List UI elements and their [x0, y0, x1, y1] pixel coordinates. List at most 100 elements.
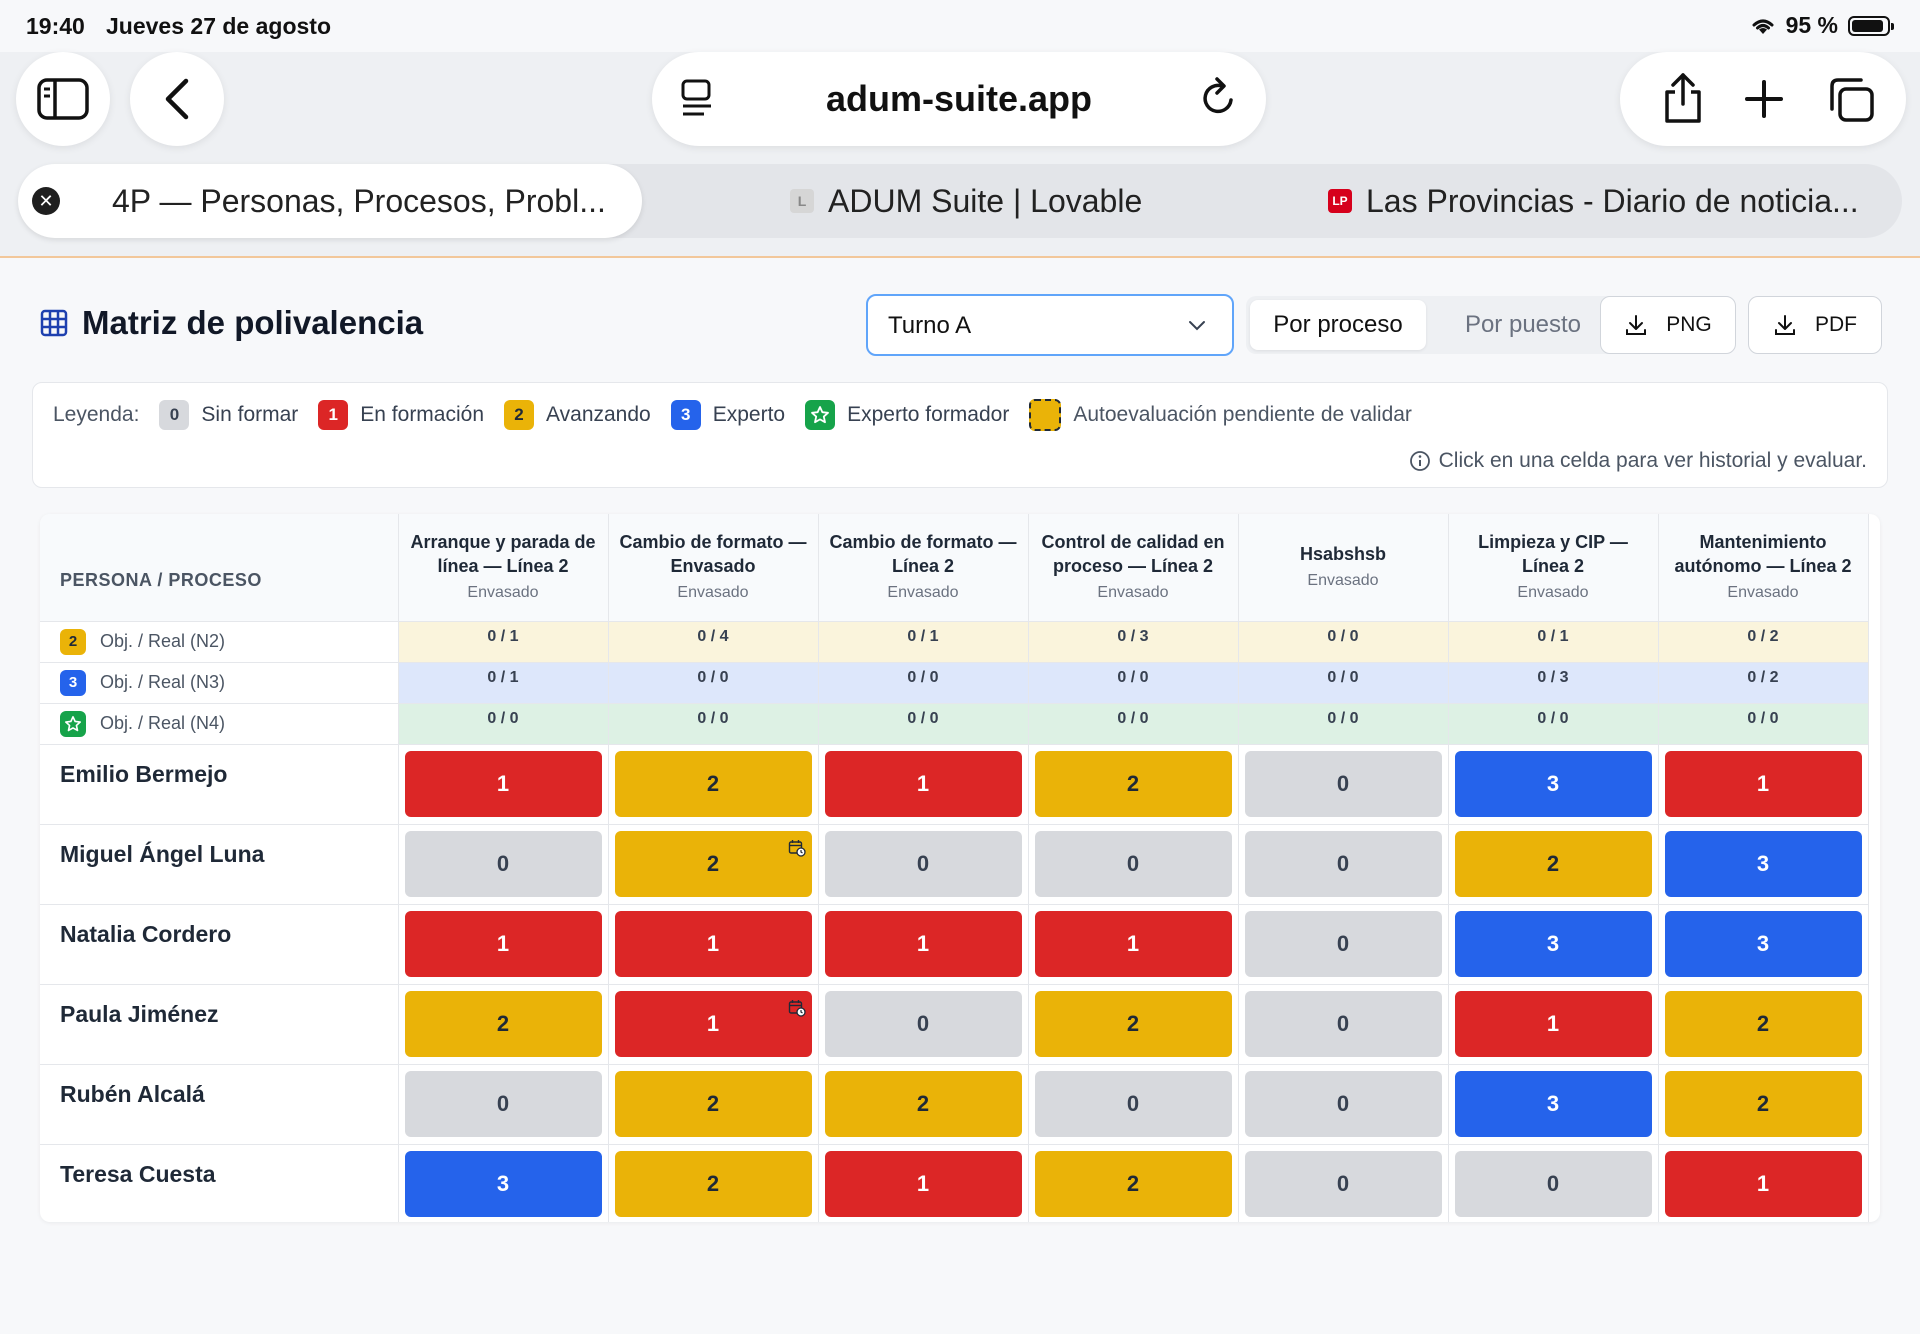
- skill-level-cell[interactable]: 2: [824, 1071, 1022, 1137]
- legend-row: Leyenda: 0 Sin formar 1 En formación 2 A…: [53, 399, 1432, 431]
- export-pdf-button[interactable]: PDF: [1748, 296, 1882, 354]
- skill-level-cell[interactable]: 0: [1034, 831, 1232, 897]
- skill-level-cell[interactable]: 2: [1664, 1071, 1862, 1137]
- reload-icon[interactable]: [1200, 76, 1238, 118]
- skill-level-cell[interactable]: 0: [404, 831, 602, 897]
- skills-matrix: PERSONA / PROCESO Arranque y parada de l…: [40, 514, 1880, 1222]
- skill-level-cell[interactable]: 0: [1244, 991, 1442, 1057]
- skill-level-value: 1: [496, 771, 510, 796]
- legend-item-pending: Autoevaluación pendiente de validar: [1029, 399, 1412, 431]
- legend-item-level-0: 0 Sin formar: [159, 400, 298, 430]
- skill-level-cell[interactable]: 3: [1664, 831, 1862, 897]
- status-right: 95 %: [1750, 12, 1894, 39]
- skill-level-value: 2: [916, 1091, 930, 1116]
- skill-level-value: 2: [496, 1011, 510, 1036]
- by-position-tab[interactable]: Por puesto: [1464, 311, 1582, 338]
- legend-hint: Click en una celda para ver historial y …: [1409, 449, 1867, 473]
- level-1-badge: 1: [318, 400, 349, 430]
- skill-level-cell[interactable]: 0: [1034, 1071, 1232, 1137]
- process-area: Envasado: [1517, 584, 1589, 602]
- objective-value: 0 / 3: [1028, 621, 1239, 663]
- skill-level-cell[interactable]: 0: [1244, 911, 1442, 977]
- skill-level-cell[interactable]: 0: [824, 831, 1022, 897]
- skill-level-cell[interactable]: 3: [1664, 911, 1862, 977]
- back-button[interactable]: [130, 52, 224, 146]
- export-png-button[interactable]: PNG: [1600, 296, 1736, 354]
- skill-level-cell[interactable]: 2: [614, 1071, 812, 1137]
- process-area: Envasado: [1307, 572, 1379, 590]
- skill-level-cell[interactable]: 1: [1034, 911, 1232, 977]
- skill-level-cell[interactable]: 2: [1034, 991, 1232, 1057]
- tab-adum-suite[interactable]: L ADUM Suite | Lovable: [790, 164, 1142, 238]
- skill-level-cell[interactable]: 0: [824, 991, 1022, 1057]
- matrix-cell-wrap: 3: [1448, 744, 1659, 825]
- skill-level-cell[interactable]: 1: [1454, 991, 1652, 1057]
- objective-value: 0 / 1: [1448, 621, 1659, 663]
- skill-level-cell[interactable]: 1: [1664, 1151, 1862, 1217]
- battery-percent: 95 %: [1785, 12, 1838, 38]
- skill-level-cell[interactable]: 3: [1454, 911, 1652, 977]
- matrix-cell-wrap: 0: [1238, 904, 1449, 985]
- by-process-tab[interactable]: Por proceso: [1250, 300, 1426, 350]
- tab-strip: ✕ 4P — Personas, Procesos, Probl... L AD…: [18, 164, 1902, 238]
- new-tab-button[interactable]: [1744, 79, 1784, 124]
- objective-label: Obj. / Real (N3): [100, 672, 226, 692]
- skill-level-cell[interactable]: 0: [1244, 831, 1442, 897]
- tab-las-provincias[interactable]: LP Las Provincias - Diario de noticia...: [1328, 164, 1859, 238]
- skill-level-value: 2: [1546, 851, 1560, 876]
- skill-level-cell[interactable]: 2: [1034, 1151, 1232, 1217]
- skill-level-cell[interactable]: 1: [404, 911, 602, 977]
- matrix-cell-wrap: 2: [608, 1144, 819, 1222]
- close-tab-icon[interactable]: ✕: [32, 187, 60, 215]
- matrix-cell-wrap: 1: [818, 1144, 1029, 1222]
- skill-level-cell[interactable]: 0: [1454, 1151, 1652, 1217]
- skill-level-cell[interactable]: 2: [1034, 751, 1232, 817]
- sidebar-icon: [37, 78, 89, 120]
- skill-level-cell[interactable]: 2: [1454, 831, 1652, 897]
- tab-4p[interactable]: ✕ 4P — Personas, Procesos, Probl...: [18, 164, 642, 238]
- skill-level-value: 0: [916, 1011, 930, 1036]
- skill-level-value: 0: [1336, 1011, 1350, 1036]
- matrix-cell-wrap: 0: [1238, 824, 1449, 905]
- sidebar-toggle-button[interactable]: [16, 52, 110, 146]
- skill-level-cell[interactable]: 3: [404, 1151, 602, 1217]
- skill-level-cell[interactable]: 1: [824, 751, 1022, 817]
- skill-level-cell[interactable]: 2: [614, 1151, 812, 1217]
- person-row: Rubén Alcalá 0 2 2 0 0 3 2: [40, 1064, 1869, 1145]
- tab-title: ADUM Suite | Lovable: [828, 182, 1143, 219]
- legend-item-level-3: 3 Experto: [670, 400, 785, 430]
- process-header: Cambio de formato — Envasado Envasado: [608, 514, 819, 622]
- skill-level-cell[interactable]: 0: [404, 1071, 602, 1137]
- shift-select[interactable]: Turno A: [866, 294, 1234, 356]
- skill-level-value: 1: [1756, 1171, 1770, 1196]
- skill-level-cell[interactable]: 0: [1244, 751, 1442, 817]
- matrix-cell-wrap: 0: [398, 824, 609, 905]
- level-badge: 2: [60, 628, 86, 655]
- chrome-divider: [0, 256, 1920, 258]
- tabs-overview-button[interactable]: [1828, 77, 1876, 128]
- skill-level-cell[interactable]: 1: [614, 991, 812, 1057]
- share-button[interactable]: [1662, 72, 1704, 129]
- skill-level-cell[interactable]: 2: [614, 831, 812, 897]
- skill-level-cell[interactable]: 0: [1244, 1151, 1442, 1217]
- skill-level-cell[interactable]: 0: [1244, 1071, 1442, 1137]
- skill-level-cell[interactable]: 1: [404, 751, 602, 817]
- skill-level-cell[interactable]: 1: [1664, 751, 1862, 817]
- skill-level-cell[interactable]: 3: [1454, 1071, 1652, 1137]
- matrix-cell-wrap: 0: [818, 984, 1029, 1065]
- skill-level-cell[interactable]: 2: [404, 991, 602, 1057]
- matrix-table: PERSONA / PROCESO Arranque y parada de l…: [40, 514, 1869, 1222]
- skill-level-cell[interactable]: 1: [824, 911, 1022, 977]
- address-bar[interactable]: adum-suite.app: [652, 52, 1266, 146]
- skill-level-cell[interactable]: 3: [1454, 751, 1652, 817]
- legend-text: Autoevaluación pendiente de validar: [1073, 403, 1412, 426]
- skill-level-value: 2: [1756, 1011, 1770, 1036]
- skill-level-value: 2: [1126, 1011, 1140, 1036]
- skill-level-cell[interactable]: 2: [614, 751, 812, 817]
- skill-level-cell[interactable]: 1: [824, 1151, 1022, 1217]
- skill-level-value: 1: [916, 771, 930, 796]
- matrix-cell-wrap: 1: [398, 744, 609, 825]
- skill-level-cell[interactable]: 1: [614, 911, 812, 977]
- skill-level-cell[interactable]: 2: [1664, 991, 1862, 1057]
- matrix-cell-wrap: 0: [398, 1064, 609, 1145]
